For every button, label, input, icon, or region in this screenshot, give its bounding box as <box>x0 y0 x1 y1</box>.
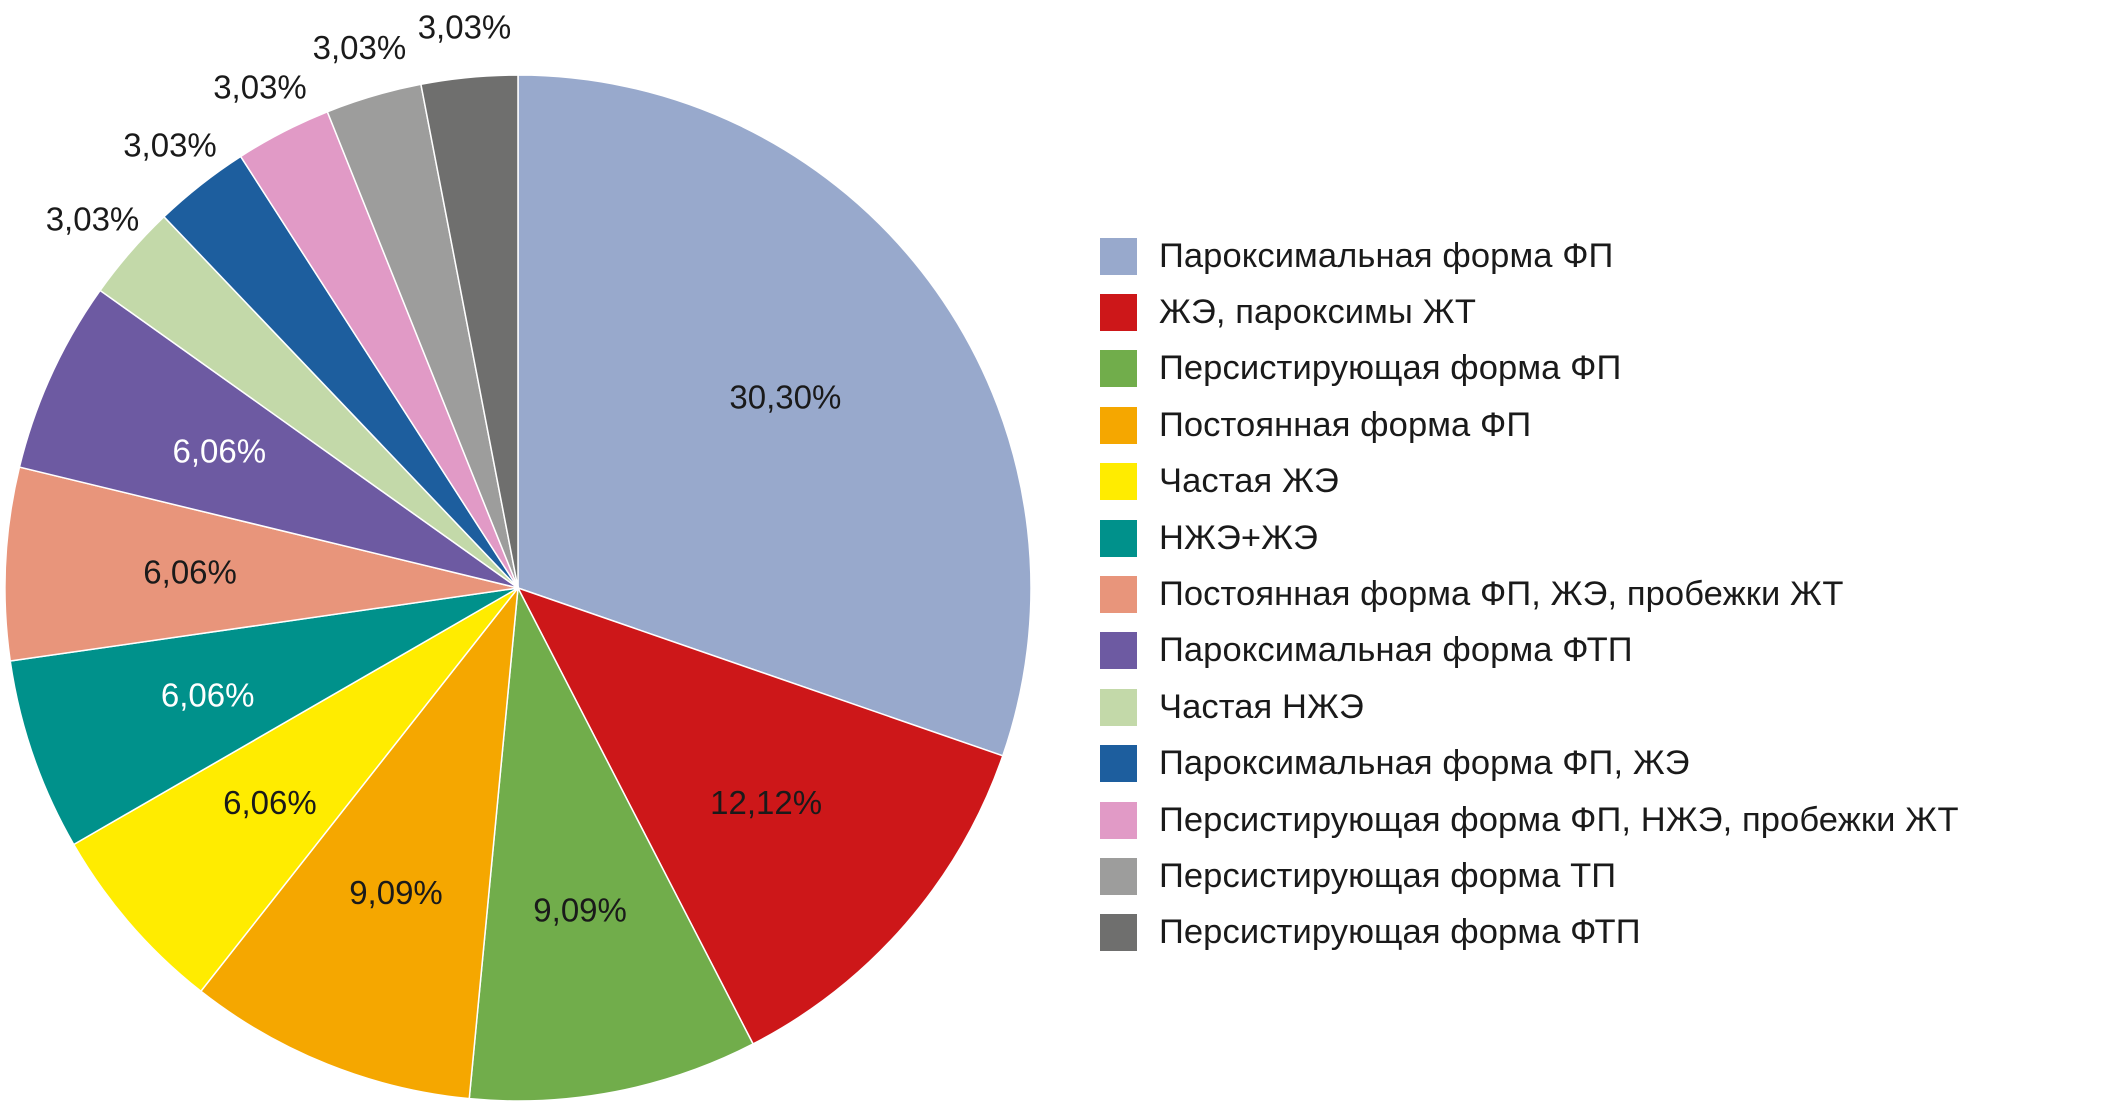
legend-label: Частая ЖЭ <box>1159 462 1339 501</box>
legend-swatch <box>1100 801 1137 839</box>
pie-slice <box>517 74 1032 757</box>
pie-slice <box>199 585 519 1100</box>
legend-label: Постоянная форма ФП, ЖЭ, пробежки ЖТ <box>1159 575 1844 614</box>
legend-swatch <box>1100 857 1137 895</box>
slice-value-label: 9,09% <box>533 891 627 928</box>
slice-value-label: 12,12% <box>710 784 822 821</box>
pie-slice <box>4 466 519 662</box>
legend-swatch <box>1100 519 1137 557</box>
pie-slice <box>9 587 519 846</box>
legend-swatch <box>1100 745 1137 783</box>
legend-swatch <box>1100 632 1137 670</box>
legend-swatch <box>1100 294 1137 332</box>
legend-label: Персистирующая форма ТП <box>1159 856 1617 895</box>
legend-item: Персистирующая форма ФП, НЖЭ, пробежки Ж… <box>1100 792 1959 848</box>
legend-label: НЖЭ+ЖЭ <box>1159 518 1318 557</box>
legend-label: ЖЭ, пароксимы ЖТ <box>1159 293 1477 332</box>
slice-value-label: 30,30% <box>729 379 841 416</box>
pie-slice <box>516 586 1004 1045</box>
legend-swatch <box>1100 914 1137 952</box>
legend-label: Пароксимальная форма ФП <box>1159 236 1614 275</box>
legend: Пароксимальная форма ФП ЖЭ, пароксимы ЖТ П… <box>1100 228 1959 961</box>
legend-label: Персистирующая форма ФП <box>1159 349 1622 388</box>
legend-label: Персистирующая форма ФП, НЖЭ, пробежки Ж… <box>1159 800 1959 839</box>
slice-value-label: 6,06% <box>223 784 317 821</box>
pie-slice <box>468 585 755 1102</box>
slice-value-label: 3,03% <box>313 29 407 66</box>
slice-value-label: 3,03% <box>123 127 217 164</box>
legend-label: Пароксимальная форма ФТП <box>1159 631 1633 670</box>
pie-slice <box>18 289 519 589</box>
pie-chart: 30,30% 12,12% 9,09% 9,09% 6,06% 6,06% 6,06% 6,0… <box>4 9 1032 1102</box>
legend-item: Постоянная форма ФП, ЖЭ, пробежки ЖТ <box>1100 566 1959 622</box>
legend-swatch <box>1100 237 1137 275</box>
legend-label: Постоянная форма ФП <box>1159 405 1532 444</box>
legend-label: Персистирующая форма ФТП <box>1159 913 1641 952</box>
slice-value-label: 3,03% <box>46 200 140 237</box>
legend-label: Частая НЖЭ <box>1159 687 1364 726</box>
slice-value-label: 6,06% <box>143 553 237 590</box>
legend-swatch <box>1100 688 1137 726</box>
legend-swatch <box>1100 463 1137 501</box>
legend-item: ЖЭ, пароксимы ЖТ <box>1100 284 1959 340</box>
slice-value-label: 3,03% <box>418 9 512 46</box>
pie-slice <box>72 587 519 993</box>
legend-item: Персистирующая форма ФП <box>1100 341 1959 397</box>
legend-item: Персистирующая форма ФТП <box>1100 905 1959 961</box>
legend-item: Частая НЖЭ <box>1100 679 1959 735</box>
pie-slice <box>420 74 519 589</box>
legend-swatch <box>1100 406 1137 444</box>
legend-item: Персистирующая форма ТП <box>1100 848 1959 904</box>
legend-item: НЖЭ+ЖЭ <box>1100 510 1959 566</box>
slice-value-label: 6,06% <box>173 433 267 470</box>
legend-item: Постоянная форма ФП <box>1100 397 1959 453</box>
legend-item: Пароксимальная форма ФП, ЖЭ <box>1100 736 1959 792</box>
legend-swatch <box>1100 350 1137 388</box>
legend-item: Пароксимальная форма ФП <box>1100 228 1959 284</box>
legend-swatch <box>1100 576 1137 614</box>
legend-item: Пароксимальная форма ФТП <box>1100 623 1959 679</box>
legend-item: Частая ЖЭ <box>1100 454 1959 510</box>
legend-label: Пароксимальная форма ФП, ЖЭ <box>1159 744 1690 783</box>
slice-value-label: 6,06% <box>161 676 255 713</box>
slice-value-label: 3,03% <box>213 69 307 106</box>
slice-value-label: 9,09% <box>349 874 443 911</box>
